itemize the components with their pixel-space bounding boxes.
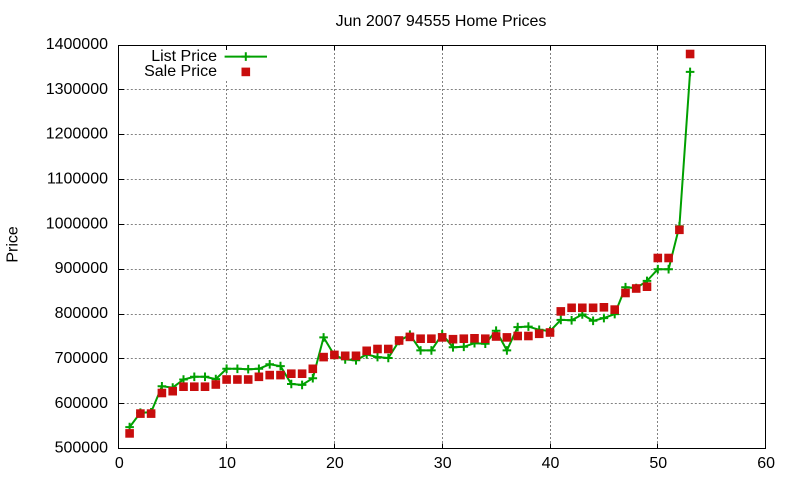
svg-text:Price: Price	[5, 226, 22, 263]
svg-text:Sale Price: Sale Price	[144, 63, 217, 80]
svg-text:10: 10	[218, 455, 236, 472]
svg-text:800000: 800000	[55, 305, 108, 322]
svg-text:500000: 500000	[55, 440, 108, 457]
svg-text:0: 0	[115, 455, 124, 472]
svg-text:1400000: 1400000	[46, 36, 108, 53]
svg-text:700000: 700000	[55, 350, 108, 367]
svg-text:1100000: 1100000	[47, 171, 108, 188]
svg-text:40: 40	[542, 455, 560, 472]
svg-text:1300000: 1300000	[46, 81, 108, 98]
svg-text:30: 30	[434, 455, 452, 472]
svg-text:1200000: 1200000	[46, 126, 108, 143]
svg-text:1000000: 1000000	[46, 215, 108, 232]
svg-text:Jun 2007 94555 Home Prices: Jun 2007 94555 Home Prices	[336, 13, 547, 30]
svg-text:20: 20	[326, 455, 344, 472]
svg-text:900000: 900000	[55, 260, 108, 277]
svg-text:List Price: List Price	[151, 48, 217, 65]
svg-text:60: 60	[757, 455, 775, 472]
svg-text:50: 50	[649, 455, 667, 472]
svg-text:600000: 600000	[55, 395, 108, 412]
